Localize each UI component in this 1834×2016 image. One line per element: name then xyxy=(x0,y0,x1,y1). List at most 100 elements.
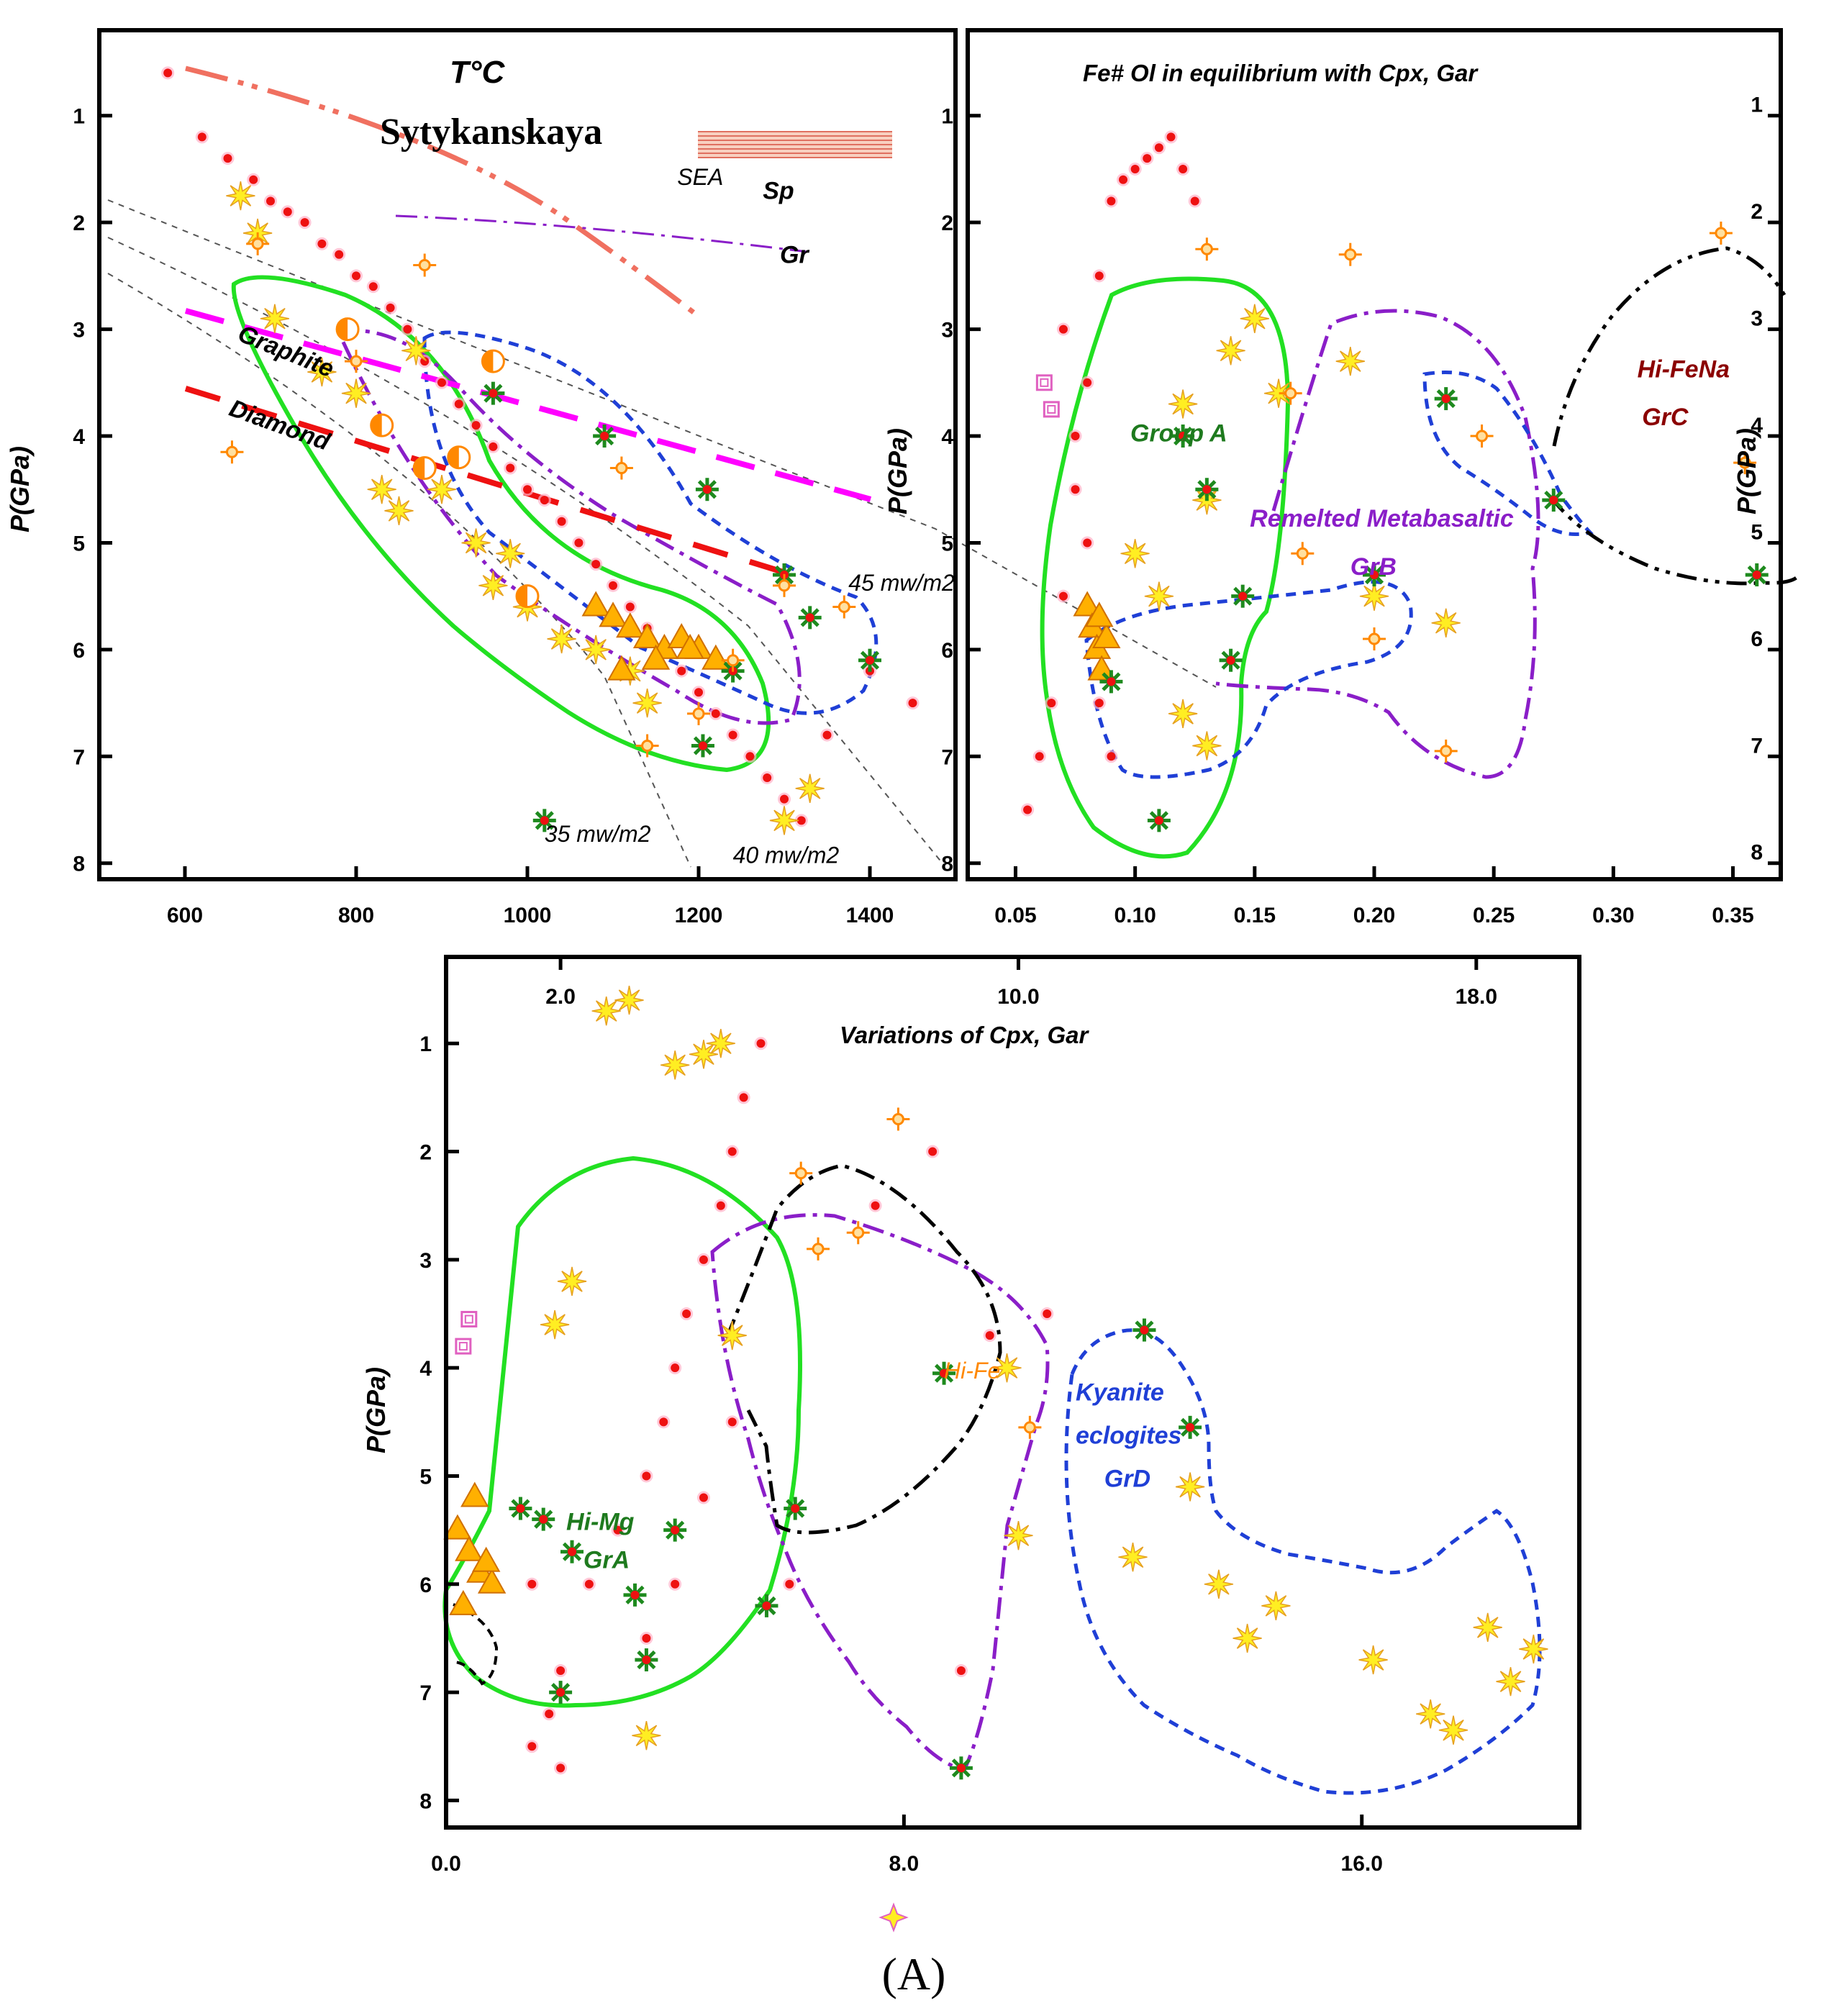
pt-title: T°C xyxy=(450,55,505,90)
y-tick-label: 2 xyxy=(419,1141,432,1165)
annotation-label: Hi-Mg xyxy=(566,1509,635,1536)
pt-asterisk-point xyxy=(691,734,714,757)
annotation-label: Graphite xyxy=(234,320,337,383)
annotation-label: Hi-Fe xyxy=(944,1358,1000,1384)
x-tick-label-top: 10.0 xyxy=(997,985,1039,1009)
cpx-dot-point xyxy=(955,1664,968,1677)
fe-dot-point xyxy=(1033,750,1046,763)
fe-dot-point xyxy=(1176,163,1189,176)
fe-dot-point xyxy=(1021,804,1034,817)
y-tick-label: 4 xyxy=(73,425,85,449)
fe-dot-point xyxy=(1153,141,1166,154)
pt-asterisk-point xyxy=(858,649,881,672)
fe-diamond-point xyxy=(1291,542,1314,565)
panel-cpx-gar: 123456780.08.016.02.010.018.0 P(GPa) Var… xyxy=(361,957,1579,1876)
y-tick-label: 3 xyxy=(419,1249,432,1273)
cpx-square-point xyxy=(462,1312,476,1327)
cpx-star-point xyxy=(1176,1473,1204,1502)
fe-asterisk-point xyxy=(1231,585,1254,608)
y-tick-label: 3 xyxy=(73,319,85,342)
y-tick-label: 8 xyxy=(419,1789,432,1813)
annotation-label: Sp xyxy=(763,178,794,205)
cpx-triangle-point xyxy=(445,1516,471,1539)
fe-diamond-point xyxy=(1339,243,1362,266)
pt-diamond-point xyxy=(220,440,243,463)
pt-star-point xyxy=(496,539,525,568)
annotation-label: eclogites xyxy=(1076,1422,1181,1449)
pt-halfcircle-point xyxy=(448,447,470,468)
cpx-dot-point xyxy=(668,1578,681,1591)
cpx-star-point xyxy=(1119,1543,1148,1571)
group-a-envelope xyxy=(1043,279,1288,857)
fe-star-point xyxy=(1168,699,1197,728)
fe-asterisk-point xyxy=(1148,809,1171,832)
y-tick-label: 4 xyxy=(941,425,953,449)
fe-square-point xyxy=(1044,402,1058,417)
cpx-dot-point xyxy=(869,1199,882,1212)
cpx-star-point xyxy=(1497,1667,1525,1696)
cpx-diamond-point xyxy=(886,1107,909,1130)
fe-dot-point xyxy=(1069,430,1082,442)
pt-dot-point xyxy=(778,793,791,806)
annotation-label: 40 mw/m2 xyxy=(733,843,840,868)
cpx-square-point xyxy=(456,1339,471,1353)
stray-star-marker xyxy=(881,1904,907,1930)
pt-annotations: SEASpGrGraphiteDiamond45 mw/m235 mw/m240… xyxy=(226,164,955,868)
black-dashed-small xyxy=(453,1604,496,1684)
pt-star-point xyxy=(226,181,255,210)
pt-halfcircle-point xyxy=(337,319,358,340)
cpx-regions xyxy=(445,1158,1540,1793)
y-tick-label: 7 xyxy=(73,745,85,769)
fe-dot-point xyxy=(1165,130,1178,143)
cpx-asterisk-point xyxy=(624,1584,647,1607)
annotation-label: 45 mw/m2 xyxy=(848,570,955,596)
cpx-dot-point xyxy=(726,1145,739,1158)
pt-dot-point xyxy=(264,194,277,207)
cpx-star-point xyxy=(558,1267,586,1296)
fe-dot-point xyxy=(1140,152,1153,165)
pt-diamond-point xyxy=(773,574,796,597)
y-tick-label-right: 8 xyxy=(1751,841,1763,865)
x-tick-label: 0.25 xyxy=(1473,904,1515,927)
pt-star-point xyxy=(548,625,576,653)
pt-dot-point xyxy=(521,483,534,496)
pt-ylabel: P(GPa) xyxy=(5,446,35,532)
y-tick-label: 2 xyxy=(73,212,85,235)
cpx-dot-point xyxy=(668,1361,681,1374)
fe-star-point xyxy=(1432,609,1461,637)
annotation-label: GrA xyxy=(584,1546,630,1574)
pt-dot-point xyxy=(367,280,380,293)
cpx-dot-point xyxy=(640,1632,653,1645)
x-tick-label: 0.35 xyxy=(1712,904,1753,927)
x-tick-label-top: 18.0 xyxy=(1456,985,1497,1009)
pt-asterisk-point xyxy=(696,478,719,501)
cpx-dot-point xyxy=(640,1469,653,1482)
cpx-star-point xyxy=(1359,1645,1388,1674)
cpx-dot-point xyxy=(755,1037,768,1050)
y-tick-label: 5 xyxy=(941,532,953,555)
y-tick-label: 2 xyxy=(941,212,953,235)
pt-subtitle: Sytykanskaya xyxy=(380,112,602,153)
pt-dot-point xyxy=(299,216,312,229)
y-tick-label: 7 xyxy=(941,745,953,769)
pt-dot-point xyxy=(161,66,174,79)
pt-dot-point xyxy=(222,152,235,165)
pt-dot-point xyxy=(743,750,756,763)
pt-dot-point xyxy=(196,130,209,143)
pt-dot-point xyxy=(538,494,551,507)
pt-star-point xyxy=(796,774,825,803)
cpx-triangle-point xyxy=(462,1484,488,1507)
fe-dot-point xyxy=(1104,194,1117,207)
fe-dot-point xyxy=(1093,269,1106,282)
fe-diamond-point xyxy=(1279,382,1302,405)
fe-dot-point xyxy=(1117,173,1130,186)
annotation-label: Remelted Metabasaltic xyxy=(1250,505,1514,532)
panel-temperature-pressure: 12345678600800100012001400 P(GPa) T°C Sy… xyxy=(5,30,1216,927)
x-tick-label: 0.0 xyxy=(431,1852,461,1876)
x-tick-label-top: 2.0 xyxy=(545,985,576,1009)
pt-star-point xyxy=(478,571,507,600)
cpx-axes-frame xyxy=(446,957,1579,1827)
fe-ylabel-left: P(GPa) xyxy=(883,428,912,514)
y-tick-label: 7 xyxy=(419,1681,432,1705)
cpx-star-point xyxy=(1261,1592,1290,1620)
